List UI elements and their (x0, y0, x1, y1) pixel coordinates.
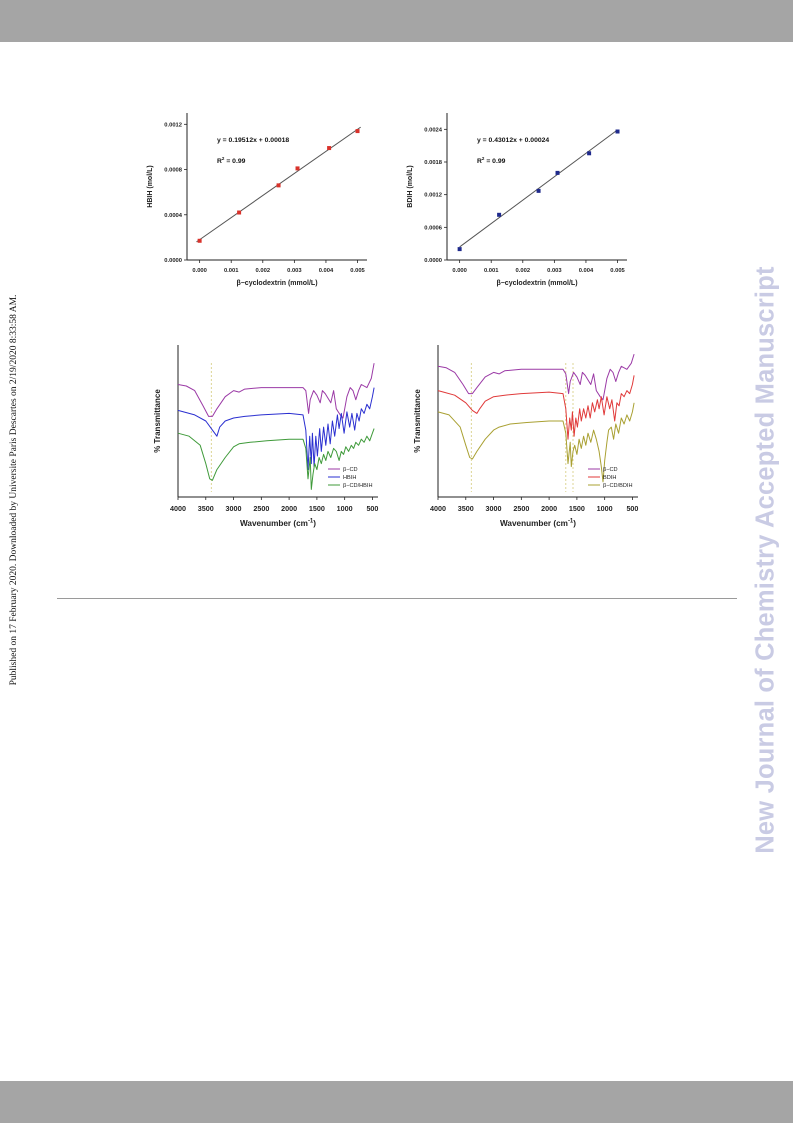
x-tick-label: 0.000 (452, 268, 467, 274)
spectrum-line (437, 353, 635, 401)
data-point (237, 210, 242, 215)
y-tick-label: 0.0000 (164, 258, 182, 264)
x-tick-label: 1500 (569, 504, 585, 513)
legend-label: BDIH (603, 475, 616, 481)
data-point (295, 166, 300, 171)
legend-label: β−CD (343, 467, 358, 473)
x-axis-label-main: Wavenumber (cm (500, 519, 568, 528)
legend-label: β−CD/BDIH (603, 483, 632, 489)
r-squared-superscript: 2 (482, 156, 485, 161)
y-tick-label: 0.0024 (424, 127, 443, 133)
x-tick-label: 4000 (170, 504, 186, 513)
regression-line (459, 129, 618, 248)
section-divider (57, 598, 737, 599)
data-point (587, 151, 592, 156)
x-tick-label: 0.002 (516, 268, 531, 274)
spectrum-line (437, 402, 635, 483)
y-tick-label: 0.0004 (164, 213, 183, 219)
y-tick-label: 0.0012 (164, 122, 182, 128)
x-tick-label: 0.001 (224, 268, 239, 274)
x-tick-label: 2500 (253, 504, 269, 513)
legend-label: HBIH (343, 475, 356, 481)
x-tick-label: 3500 (198, 504, 214, 513)
x-axis-label-end: ) (573, 519, 576, 528)
x-tick-label: 0.003 (547, 268, 562, 274)
x-tick-label: 0.004 (579, 268, 594, 274)
r-squared-value: = 0.99 (224, 158, 245, 165)
ir-spectra-hbih-chart: 4000 3500 3000 2500 2000 1500 1000 500 β−CD HBIH β… (153, 345, 378, 529)
x-tick-label: 0.005 (610, 268, 625, 274)
r-squared-prefix: R (217, 158, 222, 165)
top-banner (0, 0, 793, 42)
y-tick-label: 0.0006 (424, 225, 443, 231)
x-tick-label: 0.002 (256, 268, 271, 274)
data-point (615, 129, 620, 134)
data-point (197, 238, 202, 243)
data-point (327, 146, 332, 151)
x-tick-label: 500 (626, 504, 638, 513)
x-tick-label: 3000 (486, 504, 502, 513)
x-tick-label: 2500 (513, 504, 529, 513)
x-axis-label: β−cyclodextrin (mmol/L) (236, 280, 317, 287)
x-tick-label: 0.000 (192, 268, 207, 274)
regression-equation: y = 0.43012x + 0.00024 (477, 137, 549, 144)
x-tick-label: 3000 (226, 504, 242, 513)
bdih-calibration-chart: 0.000 0.001 0.002 0.003 0.004 0.005 0.0000 0.00… (407, 113, 627, 287)
x-axis-label-superscript: -1 (308, 519, 314, 525)
y-axis-label: % Transmittance (413, 389, 422, 453)
x-axis-label-end: ) (313, 519, 316, 528)
x-tick-label: 0.003 (287, 268, 302, 274)
y-axis-label: % Transmittance (153, 389, 162, 453)
data-point (555, 170, 560, 175)
data-point (536, 188, 541, 193)
publication-note-text: Published on 17 February 2020. Downloade… (9, 294, 19, 686)
legend-label: β−CD/HBIH (343, 483, 372, 489)
x-tick-label: 2000 (281, 504, 297, 513)
y-axis-label: BDIH (mol/L) (407, 165, 414, 207)
y-axis-label: HBIH (mol/L) (147, 165, 154, 207)
ir-spectra-bdih-chart: 4000 3500 3000 2500 2000 1500 1000 500 β−CD BDIH β… (413, 345, 638, 529)
spectrum-line (437, 375, 635, 440)
x-tick-label: 0.004 (319, 268, 334, 274)
y-tick-label: 0.0018 (424, 160, 443, 166)
x-axis-label: Wavenumber (cm-1) (500, 519, 576, 529)
r-squared-value: = 0.99 (484, 158, 505, 165)
y-tick-label: 0.0008 (164, 168, 183, 174)
x-axis-label: β−cyclodextrin (mmol/L) (496, 280, 577, 287)
data-point (355, 129, 360, 134)
r-squared-prefix: R (477, 158, 482, 165)
x-tick-label: 1000 (597, 504, 613, 513)
x-axis-label-main: Wavenumber (cm (240, 519, 308, 528)
x-tick-label: 500 (366, 504, 378, 513)
hbih-calibration-chart: 0.000 0.001 0.002 0.003 0.004 0.005 0.0000 0.00… (147, 113, 367, 287)
x-tick-label: 0.001 (484, 268, 499, 274)
y-tick-label: 0.0000 (424, 258, 442, 264)
y-tick-label: 0.0012 (424, 193, 442, 199)
x-tick-label: 3500 (458, 504, 474, 513)
bottom-banner (0, 1081, 793, 1123)
x-tick-label: 1500 (309, 504, 325, 513)
data-point (457, 247, 462, 252)
journal-watermark-text: New Journal of Chemistry Accepted Manusc… (751, 266, 780, 854)
legend-label: β−CD (603, 467, 618, 473)
x-tick-label: 1000 (337, 504, 353, 513)
spectrum-line (177, 428, 375, 490)
x-tick-label: 2000 (541, 504, 557, 513)
x-tick-label: 4000 (430, 504, 446, 513)
r-squared-superscript: 2 (222, 156, 225, 161)
data-point (276, 183, 281, 188)
x-axis-label-superscript: -1 (568, 519, 574, 525)
r-squared-label: R2 = 0.99 (217, 156, 246, 165)
data-point (497, 212, 502, 217)
spectrum-line (177, 387, 375, 471)
r-squared-label: R2 = 0.99 (477, 156, 506, 165)
x-axis-label: Wavenumber (cm-1) (240, 519, 316, 529)
spectrum-line (177, 363, 375, 419)
regression-equation: y = 0.19512x + 0.00018 (217, 137, 289, 144)
x-tick-label: 0.005 (350, 268, 365, 274)
